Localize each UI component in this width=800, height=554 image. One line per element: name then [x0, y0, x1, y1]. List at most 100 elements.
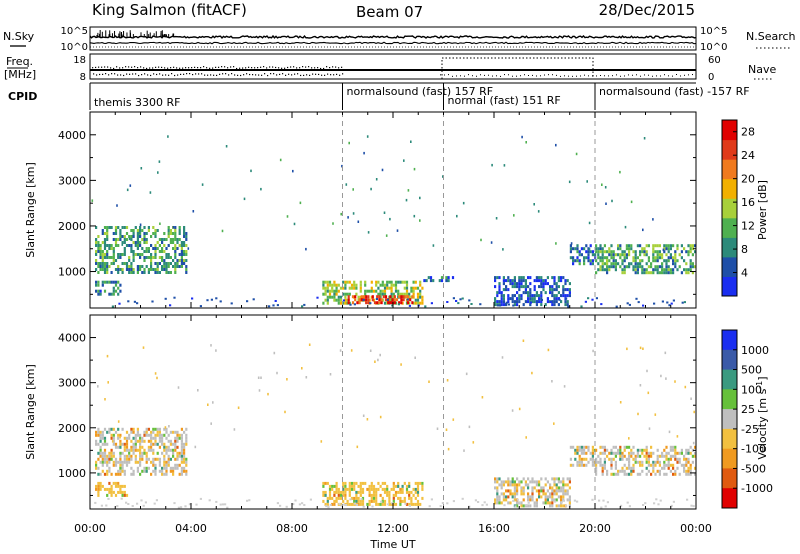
echo-cell — [408, 301, 411, 305]
echo-cell — [672, 259, 675, 263]
echo-cell — [524, 279, 527, 283]
echo-cell — [687, 451, 690, 455]
nsky-label: N.Sky — [3, 30, 35, 43]
echo-cell — [538, 492, 541, 496]
echo-cell — [529, 282, 532, 286]
echo-cell — [117, 481, 120, 485]
echo-cell — [268, 305, 271, 308]
echo-cell — [292, 503, 295, 506]
echo-cell — [165, 262, 168, 265]
echo-cell — [603, 445, 606, 449]
echo-cell — [99, 451, 102, 455]
echo-cell — [152, 436, 155, 440]
echo-cell — [368, 502, 371, 506]
echo-cell — [507, 480, 510, 484]
echo-cell — [150, 448, 153, 452]
echo-cell — [505, 301, 508, 304]
echo-cell — [580, 253, 583, 257]
echo-cell — [180, 460, 183, 464]
echo-cell — [130, 244, 133, 247]
echo-cell — [670, 504, 673, 507]
echo-cell — [176, 265, 179, 268]
echo-cell — [447, 279, 450, 283]
echo-cell — [165, 271, 168, 274]
echo-cell — [114, 229, 118, 232]
echo-cell — [172, 247, 175, 250]
echo-cell — [121, 262, 124, 265]
echo-cell — [342, 286, 345, 290]
echo-cell — [103, 232, 107, 235]
echo-cell — [663, 466, 666, 470]
echo-cell — [578, 445, 581, 449]
echo-cell — [121, 493, 124, 497]
echo-cell — [597, 250, 600, 254]
echo-cell — [108, 430, 111, 434]
echo-cell — [507, 489, 510, 493]
nsearch-label: N.Search — [746, 30, 796, 43]
echo-cell — [380, 298, 383, 302]
echo-cell — [623, 454, 626, 458]
echo-cell — [551, 303, 554, 307]
echo-cell — [525, 504, 528, 507]
echo-cell — [628, 303, 631, 306]
echo-cell — [632, 259, 635, 263]
echo-cell — [601, 259, 604, 263]
echo-cell — [103, 268, 107, 271]
echo-cell — [608, 253, 611, 257]
echo-cell — [158, 160, 161, 163]
echo-cell — [535, 276, 538, 280]
echo-cell — [516, 477, 519, 481]
echo-cell — [574, 259, 577, 263]
echo-cell — [322, 493, 325, 497]
echo-cell — [143, 238, 146, 241]
echo-cell — [168, 425, 170, 428]
echo-cell — [636, 256, 639, 260]
echo-cell — [375, 493, 378, 497]
echo-cell — [178, 226, 181, 229]
echo-cell — [114, 442, 118, 446]
echo-cell — [667, 265, 670, 269]
echo-cell — [614, 472, 617, 476]
echo-cell — [357, 496, 360, 500]
echo-cell — [99, 481, 102, 485]
echo-cell — [132, 427, 135, 431]
echo-cell — [157, 171, 159, 174]
echo-cell — [612, 451, 615, 455]
echo-cell — [557, 276, 560, 280]
echo-cell — [549, 504, 552, 508]
echo-cell — [325, 505, 328, 508]
echo-cell — [260, 187, 262, 191]
echo-cell — [689, 472, 692, 476]
echo-cell — [136, 268, 139, 271]
echo-cell — [106, 460, 109, 464]
echo-cell — [674, 250, 677, 254]
echo-cell — [121, 451, 124, 455]
echo-cell — [566, 489, 569, 493]
echo-cell — [505, 489, 508, 493]
echo-cell — [538, 495, 541, 499]
echo-cell — [163, 442, 166, 446]
echo-cell — [562, 504, 565, 508]
echo-cell — [630, 472, 633, 476]
echo-cell — [167, 454, 170, 458]
echo-cell — [663, 454, 666, 458]
echo-cell — [551, 285, 554, 289]
echo-cell — [156, 430, 159, 434]
echo-cell — [500, 300, 503, 304]
echo-cell — [641, 259, 644, 263]
echo-cell — [156, 268, 159, 271]
echo-cell — [117, 472, 120, 476]
echo-cell — [637, 301, 640, 304]
echo-cell — [337, 490, 340, 494]
echo-cell — [520, 486, 523, 490]
echo-cell — [440, 276, 444, 280]
echo-cell — [386, 280, 389, 284]
echo-cell — [413, 167, 416, 171]
echo-cell — [119, 472, 122, 476]
echo-cell — [527, 492, 530, 496]
echo-cell — [576, 448, 579, 452]
echo-cell — [619, 448, 622, 452]
echo-cell — [161, 265, 164, 268]
echo-cell — [167, 229, 170, 232]
echo-cell — [107, 381, 109, 384]
